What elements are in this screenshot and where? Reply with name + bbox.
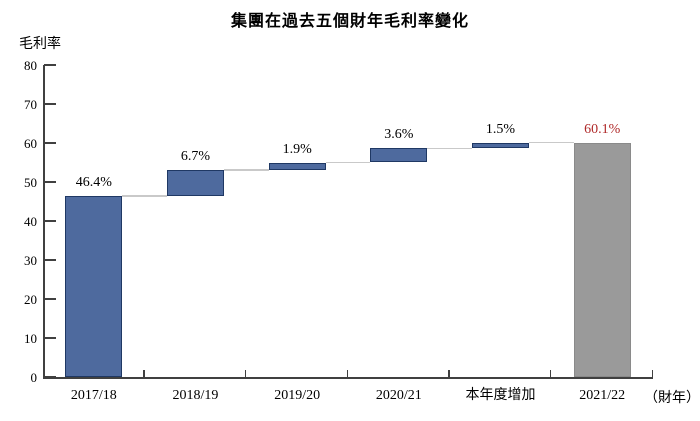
waterfall-bar xyxy=(370,148,428,163)
x-axis-tick xyxy=(549,369,552,377)
x-axis-tick xyxy=(651,369,653,377)
waterfall-bar xyxy=(167,169,224,197)
bar-value-label: 60.1% xyxy=(584,121,621,137)
y-tick-label: 80 xyxy=(24,58,37,73)
waterfall-connector xyxy=(529,141,574,144)
waterfall-bar xyxy=(472,142,529,149)
bar-value-label: 1.5% xyxy=(485,121,516,137)
waterfall-connector xyxy=(122,195,167,197)
y-axis-line xyxy=(43,65,45,379)
y-axis-tick xyxy=(44,64,56,66)
x-category-label: 2018/19 xyxy=(172,388,219,403)
bar-value-label: 6.7% xyxy=(180,148,211,164)
x-axis-tick xyxy=(143,369,145,377)
y-tick-label: 20 xyxy=(24,292,37,307)
bar-value-label: 1.9% xyxy=(282,141,312,157)
y-axis-tick xyxy=(44,103,56,105)
y-axis-tick xyxy=(44,259,56,261)
y-axis-tick xyxy=(44,376,56,378)
x-category-label: 2017/18 xyxy=(70,388,117,403)
y-tick-label: 10 xyxy=(24,331,37,346)
y-tick-label: 70 xyxy=(24,97,37,112)
y-tick-label: 40 xyxy=(24,214,37,229)
x-category-label: 本年度增加 xyxy=(465,388,536,403)
waterfall-connector xyxy=(427,147,472,150)
y-axis-title: 毛利率 xyxy=(19,37,61,52)
y-axis-tick xyxy=(44,181,56,183)
waterfall-connector xyxy=(325,161,371,164)
bar-value-label: 3.6% xyxy=(384,127,414,143)
y-tick-label: 30 xyxy=(24,253,37,268)
y-axis-tick xyxy=(44,298,56,300)
y-axis-tick xyxy=(44,337,56,339)
x-axis-tick xyxy=(244,369,247,377)
waterfall-connector xyxy=(224,169,269,171)
x-axis-line xyxy=(43,376,653,379)
y-tick-label: 50 xyxy=(24,175,37,190)
plot-area: 0 10 20 30 40 50 60 70 80 46.4% 2017/18 6.7% 2018/19… xyxy=(24,59,653,403)
x-axis-tick xyxy=(346,369,348,377)
y-tick-label: 0 xyxy=(30,370,38,385)
waterfall-bar xyxy=(65,196,123,377)
waterfall-bar xyxy=(573,142,631,377)
y-tick-label: 60 xyxy=(24,136,37,151)
bar-value-label: 46.4% xyxy=(75,175,112,191)
x-category-label: 2021/22 xyxy=(579,388,626,403)
x-axis-tick xyxy=(448,369,450,377)
y-axis-tick xyxy=(44,220,56,222)
x-category-label: 2020/21 xyxy=(375,388,422,403)
x-category-label: 2019/20 xyxy=(274,388,321,403)
x-axis-unit-label: （財年） xyxy=(644,391,700,406)
y-axis-tick xyxy=(44,142,56,144)
chart-title: 集團在過去五個財年毛利率變化 xyxy=(230,13,469,30)
waterfall-bar xyxy=(268,162,326,170)
